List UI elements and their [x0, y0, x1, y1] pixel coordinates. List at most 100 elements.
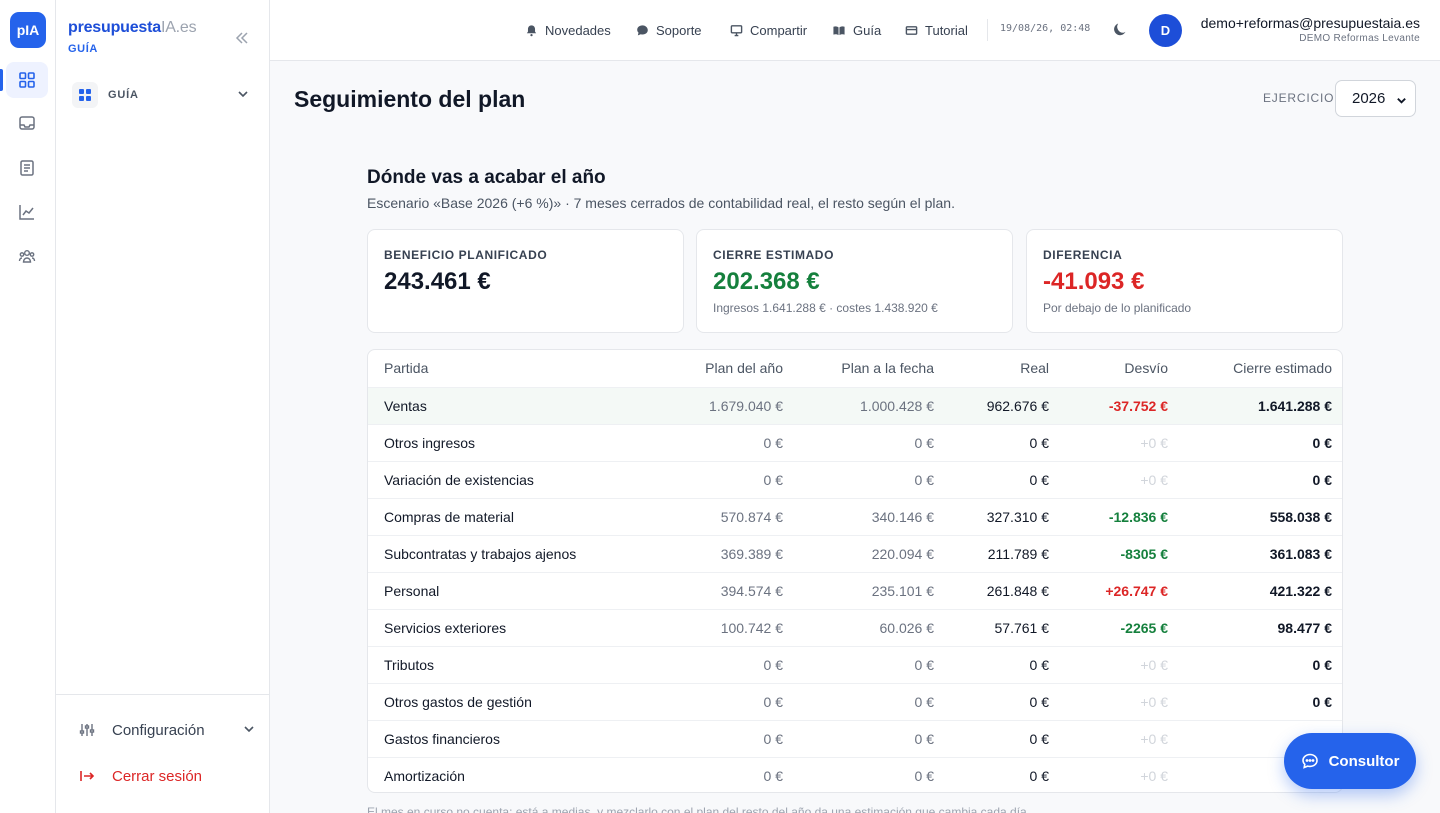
cell-desvio: -12.836 €	[1108, 509, 1168, 525]
col-header-plan-fecha: Plan a la fecha	[841, 360, 934, 376]
cell-partida: Personal	[384, 583, 440, 599]
user-email[interactable]: demo+reformas@presupuestaia.es	[1200, 15, 1420, 31]
page-title: Seguimiento del plan	[294, 86, 526, 112]
cell-partida: Ventas	[384, 398, 427, 414]
kpi-label: DIFERENCIA	[1043, 248, 1123, 262]
brand-part-secondary: IA.es	[160, 19, 197, 36]
cell-plan-fecha: 60.026 €	[879, 620, 935, 636]
topbar-divider	[987, 19, 988, 41]
cell-desvio: -37.752 €	[1108, 398, 1168, 414]
cell-plan-anual: 0 €	[763, 657, 783, 673]
cell-plan-fecha: 0 €	[914, 731, 934, 747]
chat-bubble-icon	[637, 24, 648, 35]
cell-cierre: 0 €	[1312, 694, 1332, 710]
config-menu-button[interactable]: Configuración	[78, 718, 256, 742]
bell-icon	[526, 24, 537, 36]
cell-plan-anual: 100.742 €	[720, 620, 783, 636]
top-link-compartir[interactable]: Compartir	[730, 21, 807, 39]
ejercicio-label: EJERCICIO	[1263, 91, 1335, 105]
brand-name[interactable]: presupuestaIA.es	[68, 19, 197, 37]
rail-team-button[interactable]	[6, 238, 48, 274]
chevron-down-icon	[1397, 98, 1406, 104]
cell-partida: Subcontratas y trabajos ajenos	[384, 546, 577, 562]
top-link-novedades[interactable]: Novedades	[525, 21, 611, 39]
top-link-soporte[interactable]: Soporte	[636, 21, 702, 39]
top-link-guia[interactable]: Guía	[832, 21, 881, 39]
dark-mode-toggle[interactable]	[1112, 21, 1130, 39]
section-subtitle: Escenario «Base 2026 (+6 %)» · 7 meses c…	[367, 195, 955, 211]
icon-rail: pIA	[0, 0, 56, 813]
table-row: Servicios exteriores 100.742 € 60.026 € 57.…	[368, 609, 1342, 646]
table-row: Subcontratas y trabajos ajenos 369.389 € 2…	[368, 535, 1342, 572]
logout-label: Cerrar sesión	[112, 767, 203, 785]
sidebar-group-guia[interactable]: GUÍA	[72, 81, 256, 109]
cell-partida: Variación de existencias	[384, 472, 534, 488]
cell-plan-fecha: 340.146 €	[871, 509, 934, 525]
cell-plan-fecha: 220.094 €	[871, 546, 934, 562]
ejercicio-value: 2026	[1352, 90, 1386, 107]
cell-cierre: 98.477 €	[1277, 620, 1333, 636]
kpi-label: CIERRE ESTIMADO	[713, 248, 835, 262]
cell-desvio: +0 €	[1140, 435, 1168, 451]
kpi-card-diferencia: DIFERENCIA -41.093 € Por debajo de lo pl…	[1026, 229, 1343, 333]
rail-dashboard-button[interactable]	[6, 62, 48, 98]
cell-cierre: 1.641.288 €	[1258, 398, 1332, 414]
cell-partida: Otros gastos de gestión	[384, 694, 532, 710]
grid-icon	[72, 82, 98, 108]
plan-table: Partida Plan del año Plan a la fecha Rea…	[367, 349, 1343, 793]
cell-plan-anual: 0 €	[763, 731, 783, 747]
cell-partida: Gastos financieros	[384, 731, 500, 747]
cell-plan-anual: 1.679.040 €	[709, 398, 783, 414]
cell-real: 0 €	[1029, 768, 1049, 784]
chat-icon	[1301, 753, 1318, 769]
cell-plan-fecha: 0 €	[914, 472, 934, 488]
cell-real: 211.789 €	[987, 546, 1049, 562]
collapse-sidebar-button[interactable]	[232, 28, 252, 48]
cell-plan-fecha: 0 €	[914, 435, 934, 451]
rail-inbox-button[interactable]	[6, 105, 48, 141]
cell-cierre: 0 €	[1312, 657, 1332, 673]
dashboard-icon	[19, 72, 35, 88]
cell-desvio: -2265 €	[1120, 620, 1168, 636]
rail-chart-button[interactable]	[6, 194, 48, 230]
top-link-tutorial[interactable]: Tutorial	[905, 21, 968, 39]
cell-partida: Amortización	[384, 768, 465, 784]
table-row: Otros gastos de gestión 0 € 0 € 0 € +0 € 0 €	[368, 683, 1342, 720]
moon-icon	[1114, 23, 1126, 36]
table-row: Compras de material 570.874 € 340.146 € 327…	[368, 498, 1342, 535]
col-header-cierre: Cierre estimado	[1233, 360, 1332, 376]
brand-subtitle: GUÍA	[68, 43, 98, 55]
table-header: Partida Plan del año Plan a la fecha Rea…	[368, 350, 1342, 387]
cell-plan-fecha: 0 €	[914, 694, 934, 710]
cell-plan-anual: 0 €	[763, 435, 783, 451]
cell-plan-fecha: 0 €	[914, 768, 934, 784]
cell-real: 0 €	[1029, 472, 1049, 488]
app-logo[interactable]: pIA	[10, 12, 46, 48]
cell-cierre: 421.322 €	[1269, 583, 1332, 599]
ejercicio-select[interactable]: 2026	[1335, 80, 1416, 117]
logout-icon	[78, 767, 96, 785]
chart-line-icon	[19, 205, 34, 220]
cell-desvio: +0 €	[1140, 694, 1168, 710]
topbar: Novedades Soporte Compartir Guía Tutoria…	[270, 0, 1440, 61]
col-header-real: Real	[1020, 360, 1049, 376]
consultor-button[interactable]: Consultor	[1284, 733, 1416, 789]
kpi-label: BENEFICIO PLANIFICADO	[384, 248, 548, 262]
cell-desvio: +0 €	[1140, 731, 1168, 747]
kpi-value: 202.368 €	[713, 268, 820, 295]
table-row: Variación de existencias 0 € 0 € 0 € +0 € 0 €	[368, 461, 1342, 498]
top-link-label: Guía	[853, 22, 882, 38]
sidebar-group-label: GUÍA	[108, 89, 139, 101]
brand-part-primary: presupuesta	[68, 19, 161, 36]
logout-button[interactable]: Cerrar sesión	[78, 764, 256, 788]
timestamp: 19/08/26, 02:48	[1000, 23, 1091, 34]
user-organization: DEMO Reformas Levante	[1299, 33, 1420, 44]
config-label: Configuración	[112, 721, 205, 739]
cell-partida: Compras de material	[384, 509, 514, 525]
rail-document-button[interactable]	[6, 150, 48, 186]
document-icon	[20, 160, 34, 176]
cell-plan-anual: 0 €	[763, 694, 783, 710]
chevron-down-icon	[244, 726, 254, 733]
avatar[interactable]: D	[1149, 14, 1182, 47]
